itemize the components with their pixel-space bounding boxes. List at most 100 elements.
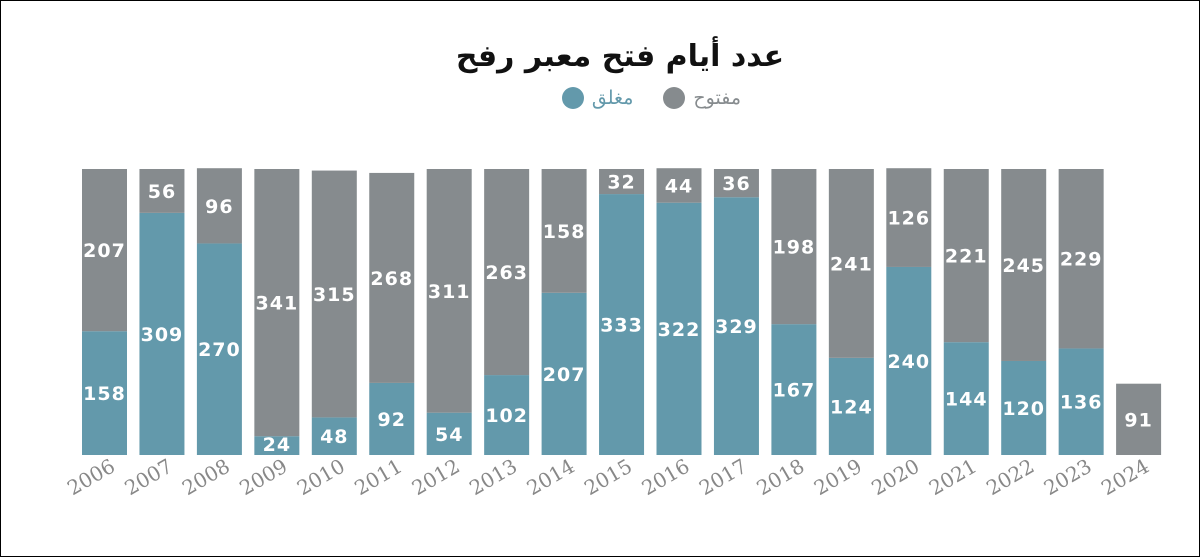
data-label-closed-2023: 136 (1060, 392, 1103, 414)
x-tick-2021: 2021 (925, 454, 981, 500)
bar-closed-2018 (771, 324, 817, 455)
data-label-closed-2009: 24 (263, 434, 291, 456)
bar-closed-2012 (426, 412, 472, 455)
bar-open-2007 (139, 169, 185, 213)
bar-closed-2017 (713, 197, 759, 455)
data-label-closed-2016: 322 (658, 319, 701, 341)
legend: مفتوح مغلق (481, 83, 741, 113)
bar-closed-2020 (886, 266, 932, 455)
x-tick-2010: 2010 (293, 454, 349, 500)
x-tick-2020: 2020 (867, 454, 923, 500)
data-label-open-2020: 126 (887, 208, 930, 230)
data-label-open-2008: 96 (205, 196, 233, 218)
data-label-open-2024: 91 (1124, 409, 1152, 431)
bar-open-2009 (254, 169, 300, 437)
bar-closed-2009 (254, 436, 300, 455)
x-tick-2014: 2014 (523, 454, 579, 500)
bar-closed-2006 (82, 331, 127, 455)
data-label-open-2016: 44 (665, 175, 693, 197)
x-tick-2019: 2019 (810, 454, 866, 500)
bar-open-2008 (196, 168, 242, 244)
x-tick-2007: 2007 (120, 454, 176, 500)
bar-closed-2011 (369, 382, 415, 455)
legend-swatch-open (663, 87, 686, 109)
bar-closed-2022 (1001, 360, 1047, 455)
legend-label-closed: مغلق (591, 87, 634, 109)
data-label-open-2023: 229 (1060, 249, 1103, 271)
data-label-closed-2008: 270 (198, 339, 241, 361)
x-tick-2011: 2011 (350, 454, 406, 500)
legend-item-closed: مغلق (561, 87, 634, 109)
bar-closed-2013 (484, 375, 530, 455)
bar-open-2014 (541, 169, 587, 293)
data-label-closed-2022: 120 (1002, 398, 1045, 420)
x-tick-2023: 2023 (1040, 454, 1096, 500)
data-label-open-2014: 158 (543, 221, 586, 243)
bar-closed-2016 (656, 202, 702, 455)
bar-closed-2010 (311, 417, 357, 455)
bar-open-2012 (426, 169, 472, 413)
x-tick-2008: 2008 (178, 454, 234, 500)
data-label-open-2015: 32 (607, 172, 635, 194)
x-tick-2022: 2022 (982, 454, 1038, 500)
bar-open-2022 (1001, 169, 1047, 361)
data-label-open-2010: 315 (313, 284, 356, 306)
bar-open-2011 (369, 172, 415, 383)
x-tick-2017: 2017 (695, 454, 751, 500)
data-label-closed-2010: 48 (320, 426, 348, 448)
bar-open-2016 (656, 168, 702, 203)
bar-closed-2023 (1058, 348, 1104, 455)
data-label-open-2021: 221 (945, 246, 988, 268)
bar-closed-2008 (196, 243, 242, 455)
legend-item-open: مفتوح (663, 87, 741, 109)
bar-open-2017 (713, 169, 759, 198)
legend-label-open: مفتوح (693, 87, 741, 109)
data-label-closed-2007: 309 (141, 324, 184, 346)
data-label-closed-2011: 92 (378, 409, 406, 431)
data-label-closed-2021: 144 (945, 389, 988, 411)
bar-open-2015 (599, 169, 645, 195)
data-label-open-2007: 56 (148, 181, 176, 203)
data-label-open-2011: 268 (370, 268, 413, 290)
bar-open-2018 (771, 169, 817, 325)
data-label-open-2006: 207 (83, 240, 126, 262)
bar-open-2023 (1058, 169, 1104, 349)
data-label-closed-2020: 240 (887, 351, 930, 373)
bar-open-2013 (484, 169, 530, 376)
data-label-open-2009: 341 (256, 293, 299, 315)
data-label-closed-2018: 167 (773, 380, 816, 402)
data-label-open-2012: 311 (428, 281, 471, 303)
bar-closed-2014 (541, 292, 587, 455)
x-tick-2006: 2006 (63, 454, 119, 500)
legend-swatch-closed (561, 87, 584, 109)
bar-closed-2015 (599, 194, 645, 455)
x-tick-2012: 2012 (408, 454, 464, 500)
bar-open-2010 (311, 170, 357, 418)
bar-open-2024 (1116, 383, 1162, 455)
bar-closed-2007 (139, 212, 185, 455)
data-label-open-2018: 198 (773, 237, 816, 259)
bar-open-2021 (943, 169, 989, 343)
bar-open-2006 (82, 169, 127, 332)
data-label-closed-2019: 124 (830, 396, 873, 418)
x-tick-2015: 2015 (580, 454, 636, 500)
data-label-closed-2006: 158 (83, 383, 126, 405)
data-label-closed-2015: 333 (600, 315, 643, 337)
bar-closed-2019 (828, 357, 874, 455)
data-label-open-2017: 36 (722, 173, 750, 195)
bar-open-2020 (886, 168, 932, 267)
data-label-closed-2017: 329 (715, 316, 758, 338)
x-tick-2016: 2016 (637, 454, 693, 500)
data-label-closed-2014: 207 (543, 364, 586, 386)
x-tick-2009: 2009 (235, 454, 291, 500)
chart-title: عدد أيام فتح معبر رفح (455, 39, 785, 74)
x-tick-2024: 2024 (1097, 454, 1153, 500)
bar-closed-2021 (943, 342, 989, 455)
data-label-closed-2012: 54 (435, 424, 463, 446)
data-label-open-2022: 245 (1002, 255, 1045, 277)
data-label-closed-2013: 102 (485, 405, 528, 427)
x-tick-2013: 2013 (465, 454, 521, 500)
data-label-open-2013: 263 (485, 262, 528, 284)
